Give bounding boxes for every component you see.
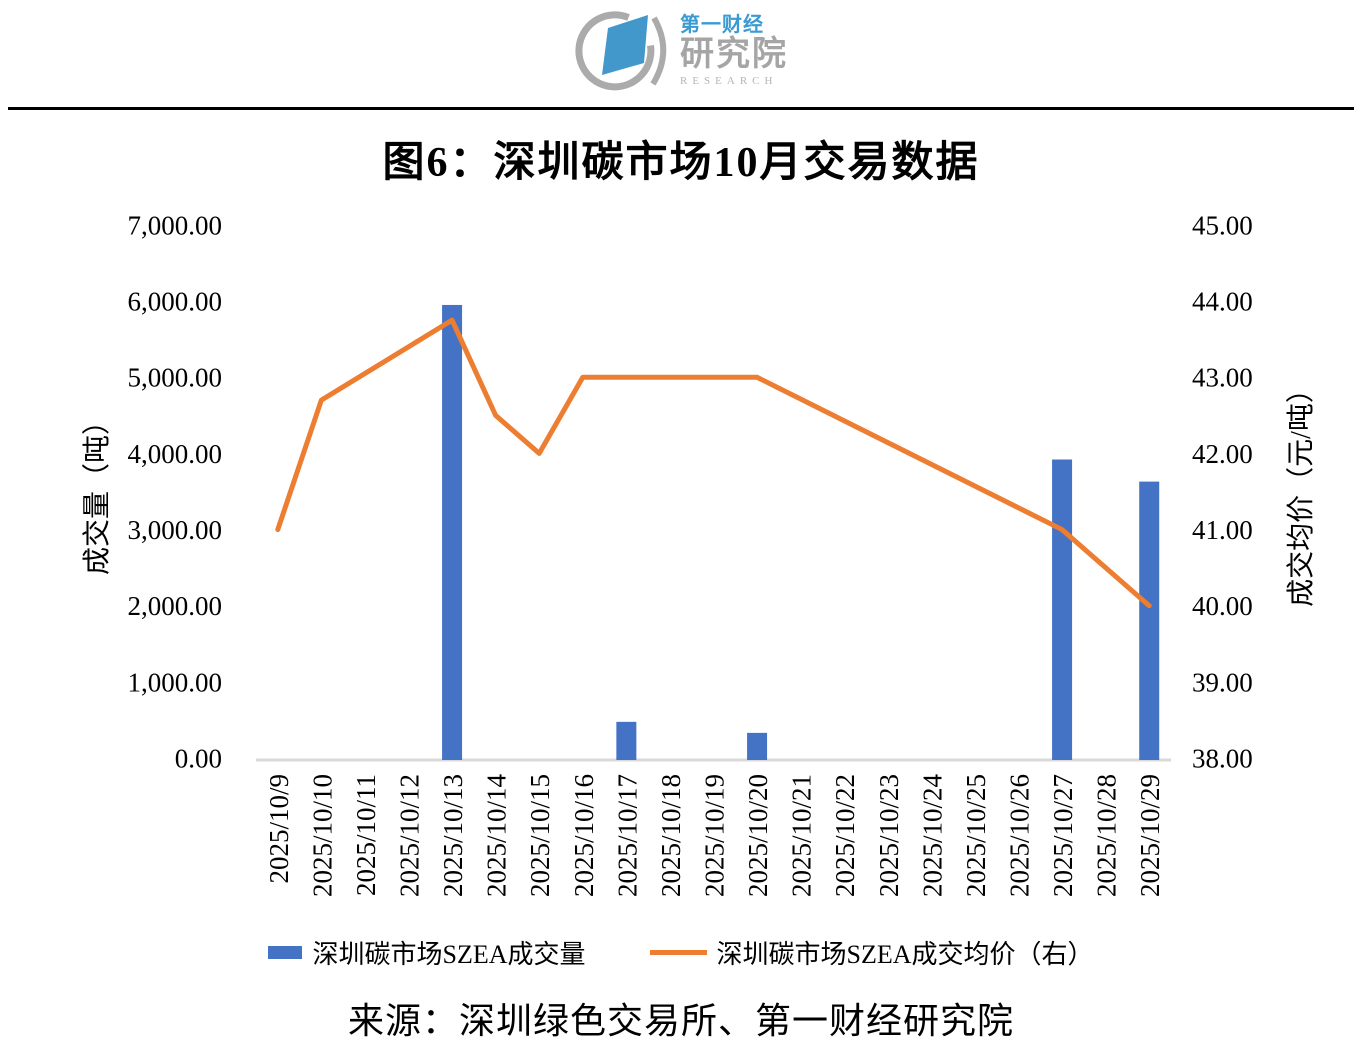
left-axis-tick: 6,000.00 (128, 287, 223, 317)
volume-bar (747, 732, 768, 760)
left-axis-tick: 0.00 (175, 743, 222, 773)
logo-research-en: RESEARCH (680, 75, 778, 87)
right-axis-tick: 42.00 (1192, 439, 1253, 469)
volume-bar-swatch-icon (268, 946, 303, 959)
chart-title: 图6：深圳碳市场10月交易数据 (382, 140, 980, 186)
x-axis-label: 2025/10/22 (830, 774, 860, 897)
x-axis-label: 2025/10/17 (612, 774, 642, 897)
x-axis-label: 2025/10/25 (961, 774, 991, 897)
x-axis-label: 2025/10/16 (569, 774, 599, 897)
x-axis-label: 2025/10/13 (438, 774, 468, 897)
left-axis-title: 成交量（吨） (82, 406, 113, 576)
left-axis-tick: 4,000.00 (128, 439, 223, 469)
right-axis-tick: 40.00 (1192, 591, 1253, 621)
x-axis-label: 2025/10/12 (395, 774, 425, 897)
x-axis-label: 2025/10/28 (1092, 774, 1122, 897)
chart-plot-area: 0.00 1,000.00 2,000.00 3,000.00 4,000.00 5,00… (128, 210, 1253, 898)
x-axis-label: 2025/10/26 (1005, 774, 1035, 897)
x-axis-label: 2025/10/29 (1135, 774, 1165, 897)
x-axis-label: 2025/10/11 (351, 774, 381, 896)
x-axis-label: 2025/10/19 (700, 774, 730, 897)
volume-bar (1052, 459, 1073, 760)
source-note: 来源：深圳绿色交易所、第一财经研究院 (347, 1001, 1014, 1041)
right-axis-tick: 43.00 (1192, 363, 1253, 393)
x-axis-label: 2025/10/20 (743, 774, 773, 897)
price-line (275, 317, 1152, 609)
right-axis-tick: 41.00 (1192, 515, 1253, 545)
x-axis-label: 2025/10/18 (656, 774, 686, 897)
legend: 深圳碳市场SZEA成交量 深圳碳市场SZEA成交均价（右） (0, 934, 1362, 971)
left-axis-tick: 3,000.00 (128, 515, 223, 545)
left-axis-tick: 7,000.00 (128, 210, 223, 240)
x-axis-label: 2025/10/21 (787, 774, 817, 897)
x-axis-label: 2025/10/23 (874, 774, 904, 897)
yicai-research-logo: 第一财经 研究院 RESEARCH (574, 6, 788, 96)
header-divider (8, 107, 1354, 110)
right-axis-tick: 45.00 (1192, 210, 1253, 240)
legend-item-volume: 深圳碳市场SZEA成交量 (268, 934, 586, 971)
x-axis-label: 2025/10/9 (264, 774, 294, 884)
right-axis-tick: 38.00 (1192, 743, 1253, 773)
left-axis-tick: 1,000.00 (128, 667, 223, 697)
legend-item-price: 深圳碳市场SZEA成交均价（右） (649, 934, 1094, 971)
volume-bar (442, 304, 463, 760)
logo-text: 第一财经 研究院 RESEARCH (680, 15, 788, 87)
right-axis-tick: 44.00 (1192, 287, 1253, 317)
logo-research-cn: 研究院 (680, 36, 788, 73)
x-axis-label: 2025/10/14 (482, 774, 512, 898)
left-axis-tick: 2,000.00 (128, 591, 223, 621)
legend-volume-label: 深圳碳市场SZEA成交量 (312, 940, 586, 969)
logo-brand-cn: 第一财经 (680, 14, 764, 36)
yicai-logo-icon (575, 11, 667, 91)
price-line-swatch-icon (649, 950, 707, 955)
volume-bar (616, 721, 637, 760)
left-axis-tick: 5,000.00 (128, 363, 223, 393)
x-axis-label: 2025/10/15 (525, 774, 555, 897)
x-axis-label: 2025/10/24 (917, 774, 947, 898)
legend-price-label: 深圳碳市场SZEA成交均价（右） (716, 940, 1094, 969)
x-axis-label: 2025/10/10 (307, 774, 337, 897)
volume-bar (1139, 481, 1160, 760)
right-axis-title: 成交均价（元/吨） (1286, 375, 1317, 607)
right-axis-tick: 39.00 (1192, 667, 1253, 697)
x-axis-label: 2025/10/27 (1048, 774, 1078, 897)
